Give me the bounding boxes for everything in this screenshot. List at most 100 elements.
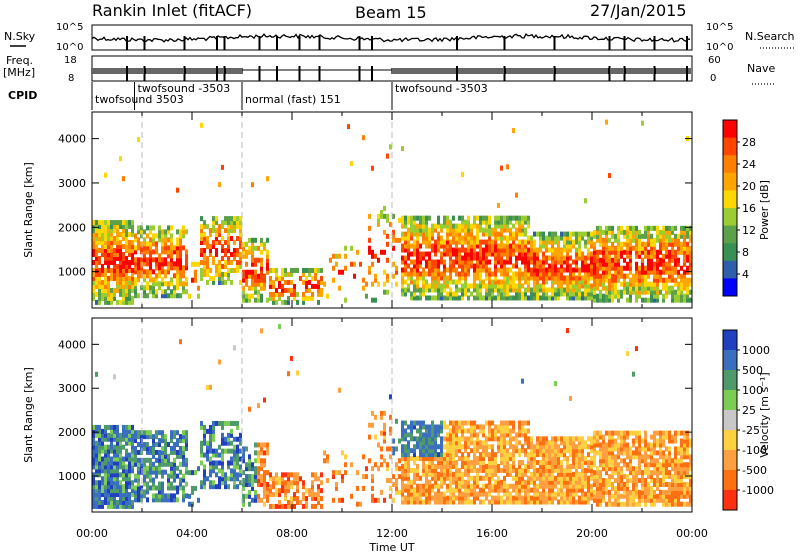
range-cell: [242, 485, 245, 491]
range-cell: [455, 424, 458, 430]
range-cell: [458, 483, 461, 489]
range-cell: [608, 225, 611, 231]
range-cell: [485, 495, 488, 501]
range-cell: [683, 225, 686, 231]
range-cell: [401, 432, 404, 438]
range-cell: [461, 287, 464, 293]
range-cell: [581, 263, 584, 269]
range-cell: [557, 471, 560, 477]
range-cell: [233, 248, 236, 254]
range-cell: [551, 444, 554, 450]
range-cell: [242, 497, 245, 503]
range-cell: [500, 456, 503, 462]
range-cell: [272, 291, 275, 297]
range-cell: [263, 481, 266, 487]
range-cell: [146, 457, 149, 463]
range-cell: [140, 434, 143, 440]
range-cell: [242, 470, 245, 476]
range-cell: [602, 481, 605, 487]
range-cell: [98, 271, 101, 277]
range-cell: [230, 448, 233, 454]
range-cell: [251, 293, 254, 299]
range-cell: [656, 277, 659, 283]
range-cell: [452, 295, 455, 301]
range-cell: [458, 295, 461, 301]
range-cell: [563, 259, 566, 265]
range-cell: [251, 281, 254, 287]
range-cell: [602, 253, 605, 259]
range-cell: [206, 448, 209, 454]
range-cell: [413, 227, 416, 233]
range-cell: [302, 299, 305, 305]
range-cell: [530, 291, 533, 297]
range-cell: [677, 237, 680, 243]
range-cell: [533, 279, 536, 285]
range-cell: [422, 471, 425, 477]
range-cell: [617, 442, 620, 448]
range-cell: [569, 271, 572, 277]
range-cell: [530, 247, 533, 253]
range-cell: [494, 271, 497, 277]
range-cell: [269, 291, 272, 297]
range-cell: [533, 247, 536, 253]
range-cell: [449, 263, 452, 269]
range-cell: [377, 442, 380, 448]
range-cell: [473, 495, 476, 501]
range-cell: [116, 488, 119, 494]
range-cell: [308, 492, 311, 498]
range-cell: [455, 460, 458, 466]
range-cell: [305, 503, 308, 509]
range-cell: [512, 495, 515, 501]
range-cell: [617, 273, 620, 279]
range-cell: [617, 466, 620, 472]
range-cell: [452, 479, 455, 485]
range-cell: [566, 239, 569, 245]
range-cell: [170, 430, 173, 436]
range-cell: [425, 452, 428, 458]
range-cell: [554, 275, 557, 281]
range-cell: [668, 277, 671, 283]
range-cell: [554, 295, 557, 301]
range-cell: [146, 249, 149, 255]
range-cell: [443, 271, 446, 277]
range-cell: [311, 496, 314, 502]
range-cell: [104, 224, 107, 230]
range-cell: [617, 237, 620, 243]
range-cell: [524, 279, 527, 285]
range-cell: [554, 279, 557, 285]
range-cell: [653, 277, 656, 283]
range-cell: [182, 273, 185, 279]
range-cell: [605, 257, 608, 263]
colorbar-swatch: [723, 208, 737, 227]
range-cell: [227, 275, 230, 281]
range-cell: [467, 420, 470, 426]
range-cell: [608, 430, 611, 436]
range-cell: [680, 293, 683, 299]
range-cell: [596, 269, 599, 275]
range-cell: [482, 424, 485, 430]
range-cell: [539, 275, 542, 281]
y-tick-label: 4000: [58, 133, 86, 146]
range-cell: [521, 215, 524, 221]
range-cell: [572, 448, 575, 454]
range-cell: [425, 227, 428, 233]
range-cell: [596, 466, 599, 472]
range-cell: [380, 454, 383, 460]
range-cell: [260, 462, 263, 468]
range-cell: [530, 475, 533, 481]
range-cell: [389, 426, 392, 432]
range-cell: [242, 245, 245, 251]
range-cell: [221, 452, 224, 458]
range-cell: [479, 243, 482, 249]
range-cell: [650, 249, 653, 255]
range-cell: [569, 487, 572, 493]
range-cell: [539, 471, 542, 477]
range-cell: [419, 255, 422, 261]
range-cell: [389, 478, 392, 484]
range-cell: [371, 493, 374, 499]
range-cell: [431, 456, 434, 462]
range-cell: [152, 233, 155, 239]
range-cell: [221, 480, 224, 486]
range-cell: [482, 428, 485, 434]
range-cell: [602, 442, 605, 448]
